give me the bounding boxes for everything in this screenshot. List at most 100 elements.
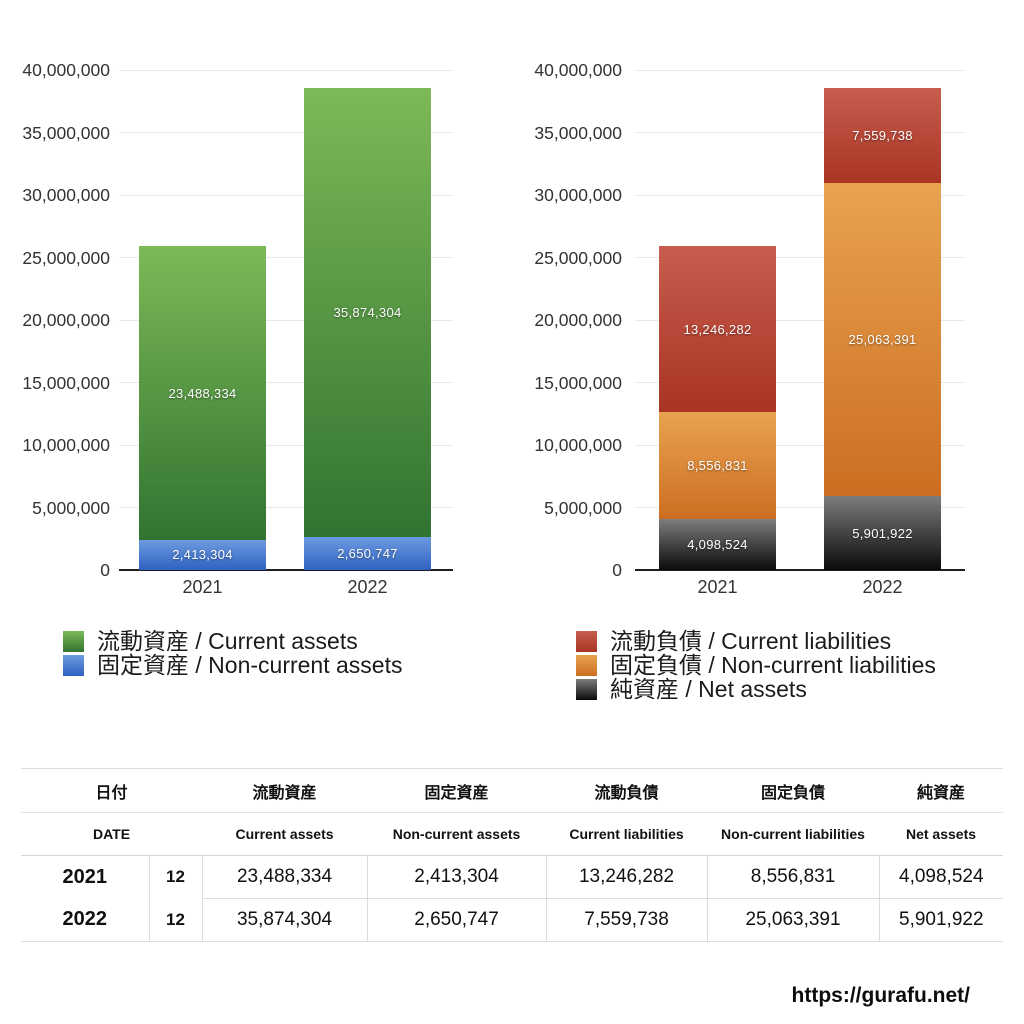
header-date-ja: 日付 xyxy=(21,768,203,813)
x-axis-tick-label: 2022 xyxy=(862,577,903,597)
y-axis-tick-label: 0 xyxy=(612,560,622,580)
legend-item-current-liabilities: 流動負債 / Current liabilities xyxy=(576,629,936,653)
y-axis-tick-label: 35,000,000 xyxy=(534,122,622,143)
bar-segment: 4,098,524 xyxy=(659,518,776,570)
header-non-current-liabilities-ja: 固定負債 xyxy=(707,768,880,813)
header-non-current-assets-ja: 固定資産 xyxy=(367,768,547,813)
legend-label: 流動負債 / Current liabilities xyxy=(610,628,892,654)
bar-segment: 2,413,304 xyxy=(139,539,266,570)
legend-label: 純資産 / Net assets xyxy=(610,676,807,702)
cell-non-current-liabilities: 25,063,391 xyxy=(706,898,880,942)
bar-value-label: 23,488,334 xyxy=(168,385,237,401)
y-gridline xyxy=(635,507,965,508)
cell-net-assets: 4,098,524 xyxy=(878,855,1004,899)
bar-value-label: 2,650,747 xyxy=(337,545,398,561)
y-gridline xyxy=(119,507,453,508)
y-axis-tick-label: 5,000,000 xyxy=(32,497,110,518)
header-net-assets-ja: 純資産 xyxy=(879,768,1004,813)
y-axis-tick-label: 25,000,000 xyxy=(22,247,110,268)
cell-non-current-assets: 2,413,304 xyxy=(366,855,547,899)
net-assets-swatch-icon xyxy=(576,678,597,700)
assets-legend: 流動資産 / Current assets 固定資産 / Non-current… xyxy=(63,629,402,677)
y-gridline xyxy=(635,382,965,383)
bar-value-label: 35,874,304 xyxy=(333,305,402,321)
cell-current-assets: 35,874,304 xyxy=(201,898,368,942)
y-axis-tick-label: 30,000,000 xyxy=(534,185,622,205)
header-current-assets-en: Current assets xyxy=(202,812,368,856)
non-current-assets-swatch-icon xyxy=(63,654,84,676)
cell-current-liabilities: 13,246,282 xyxy=(545,855,708,899)
x-axis-tick-label: 2021 xyxy=(182,577,223,597)
bar-segment: 2,650,747 xyxy=(304,536,431,570)
legend-label: 流動資産 / Current assets xyxy=(97,628,358,654)
y-gridline xyxy=(119,382,453,383)
non-current-liabilities-swatch-icon xyxy=(576,654,597,676)
y-axis-tick-label: 15,000,000 xyxy=(22,372,110,393)
y-gridline xyxy=(119,69,453,71)
header-current-liabilities-en: Current liabilities xyxy=(546,812,708,856)
bar-segment: 35,874,304 xyxy=(304,88,431,537)
y-gridline xyxy=(119,257,453,258)
current-assets-swatch-icon xyxy=(63,630,84,652)
cell-current-assets: 23,488,334 xyxy=(201,855,368,899)
cell-month: 12 xyxy=(148,898,203,942)
y-axis-tick-label: 35,000,000 xyxy=(22,122,110,143)
table-header-ja: 日付 流動資産 固定資産 流動負債 固定負債 純資産 xyxy=(21,768,1004,813)
y-axis-tick-label: 40,000,000 xyxy=(534,60,622,80)
legend-item-non-current-assets: 固定資産 / Non-current assets xyxy=(63,653,402,677)
bar-segment: 25,063,391 xyxy=(824,182,941,497)
cell-net-assets: 5,901,922 xyxy=(878,898,1004,942)
bar-value-label: 25,063,391 xyxy=(848,332,917,348)
x-axis-tick-label: 2022 xyxy=(347,577,388,597)
y-axis-tick-label: 25,000,000 xyxy=(534,247,622,268)
legend-label: 固定負債 / Non-current liabilities xyxy=(610,652,936,678)
legend-item-current-assets: 流動資産 / Current assets xyxy=(63,629,402,653)
bar-segment: 8,556,831 xyxy=(659,411,776,519)
table-row-2022: 2022 12 35,874,304 2,650,747 7,559,738 2… xyxy=(21,898,1004,942)
header-current-liabilities-ja: 流動負債 xyxy=(546,768,708,813)
y-gridline xyxy=(119,444,453,446)
header-non-current-assets-en: Non-current assets xyxy=(367,812,547,856)
current-liabilities-swatch-icon xyxy=(576,630,597,652)
bar-value-label: 7,559,738 xyxy=(852,128,913,144)
balance-sheet-table: 日付 流動資産 固定資産 流動負債 固定負債 純資産 DATE Current … xyxy=(21,768,1004,942)
cell-month: 12 xyxy=(148,855,203,899)
header-net-assets-en: Net assets xyxy=(879,812,1004,856)
site-url: https://gurafu.net/ xyxy=(791,984,970,1007)
y-axis-tick-label: 30,000,000 xyxy=(22,185,110,205)
bar-value-label: 2,413,304 xyxy=(172,547,233,563)
cell-non-current-liabilities: 8,556,831 xyxy=(706,855,880,899)
y-gridline xyxy=(119,132,453,133)
legend-item-non-current-liabilities: 固定負債 / Non-current liabilities xyxy=(576,653,936,677)
y-axis-tick-label: 0 xyxy=(100,560,110,580)
y-gridline xyxy=(635,319,965,321)
bar-segment: 5,901,922 xyxy=(824,496,941,570)
bar-segment: 23,488,334 xyxy=(139,246,266,540)
y-gridline xyxy=(635,69,965,71)
y-gridline xyxy=(119,319,453,321)
x-axis-line xyxy=(635,569,965,571)
cell-non-current-assets: 2,650,747 xyxy=(366,898,547,942)
bar-segment: 7,559,738 xyxy=(824,88,941,183)
table-row-2021: 2021 12 23,488,334 2,413,304 13,246,282 … xyxy=(21,855,1004,899)
y-axis-tick-label: 20,000,000 xyxy=(22,310,110,330)
bar-segment: 13,246,282 xyxy=(659,246,776,412)
y-gridline xyxy=(635,132,965,133)
x-axis-tick-label: 2021 xyxy=(697,577,738,597)
y-axis-tick-label: 15,000,000 xyxy=(534,372,622,393)
y-gridline xyxy=(635,257,965,258)
legend-label: 固定資産 / Non-current assets xyxy=(97,652,403,678)
y-axis-tick-label: 10,000,000 xyxy=(534,435,622,455)
header-current-assets-ja: 流動資産 xyxy=(202,768,368,813)
y-gridline xyxy=(119,194,453,196)
cell-year: 2022 xyxy=(62,908,108,931)
y-axis-tick-label: 20,000,000 xyxy=(534,310,622,330)
y-axis-tick-label: 40,000,000 xyxy=(22,60,110,80)
cell-current-liabilities: 7,559,738 xyxy=(545,898,708,942)
x-axis-line xyxy=(119,569,453,571)
bar-value-label: 4,098,524 xyxy=(687,536,748,552)
header-non-current-liabilities-en: Non-current liabilities xyxy=(707,812,880,856)
y-gridline xyxy=(635,444,965,446)
bar-value-label: 5,901,922 xyxy=(852,525,913,541)
